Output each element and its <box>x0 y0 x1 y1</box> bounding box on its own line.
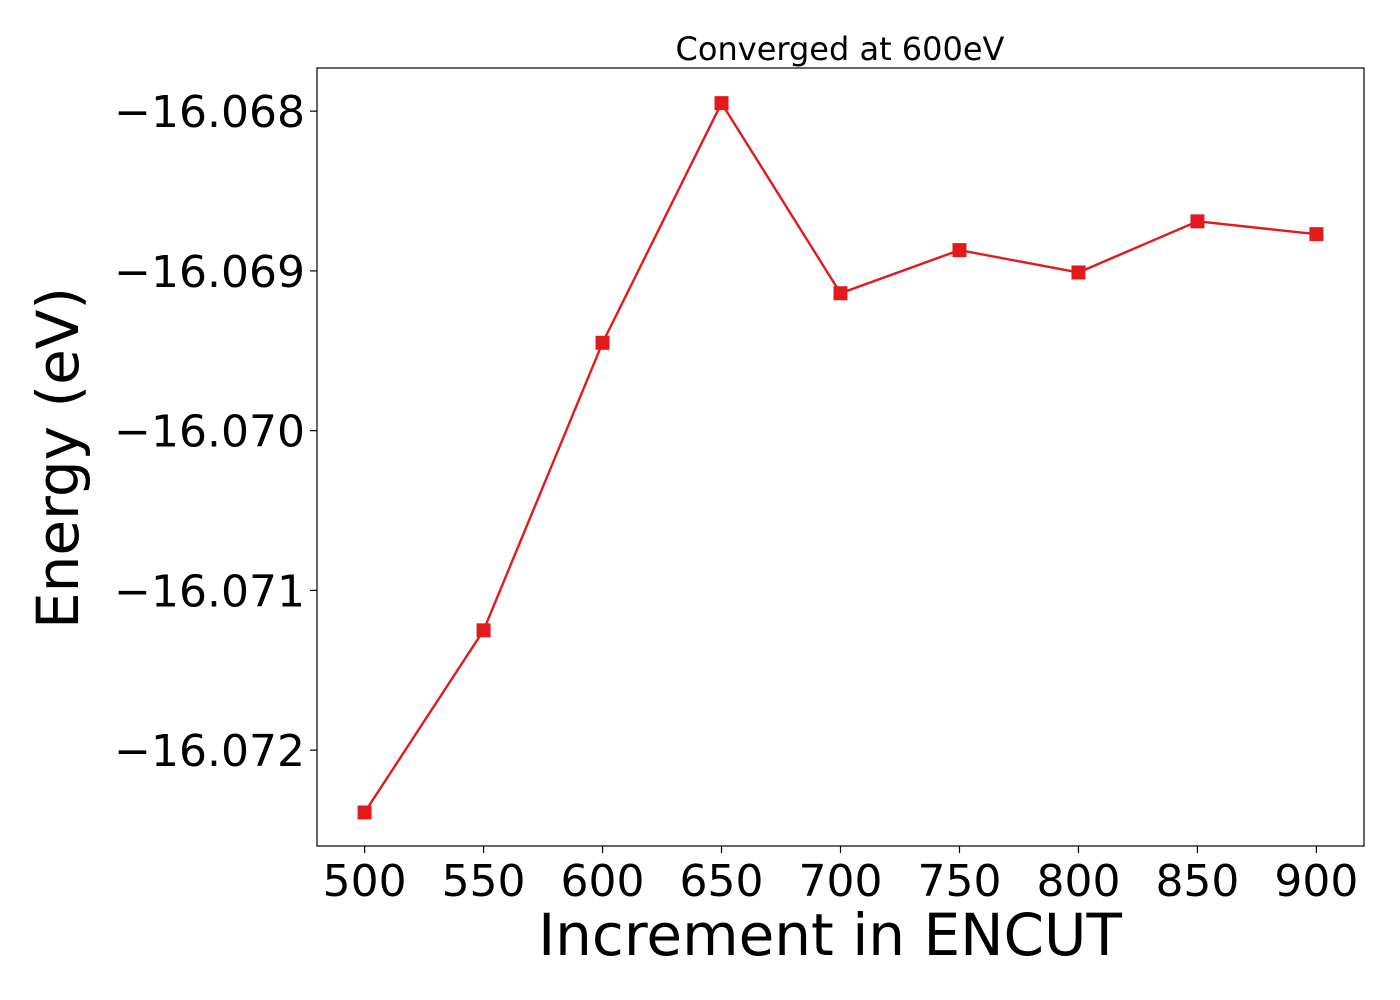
y-axis: −16.068 −16.069 −16.070 −16.071 −16.072 <box>114 87 317 777</box>
x-tick-label: 850 <box>1155 856 1239 907</box>
y-axis-label: Energy (eV) <box>24 287 92 629</box>
data-point <box>1071 265 1086 280</box>
x-axis: 500 550 600 650 700 750 800 850 900 <box>323 846 1358 907</box>
series-layer <box>357 96 1324 820</box>
x-tick-label: 800 <box>1036 856 1120 907</box>
data-point <box>833 286 848 301</box>
x-tick-label: 900 <box>1274 856 1358 907</box>
chart-title: Converged at 600eV <box>676 30 1005 68</box>
data-point <box>476 623 491 638</box>
y-tick-label: −16.071 <box>114 566 305 617</box>
y-tick-label: −16.072 <box>114 726 305 777</box>
x-tick-label: 500 <box>323 856 407 907</box>
data-point <box>1190 214 1205 229</box>
x-tick-label: 750 <box>917 856 1001 907</box>
data-point <box>952 243 967 258</box>
plot-background <box>317 68 1364 846</box>
y-tick-label: −16.069 <box>114 247 305 298</box>
data-point <box>714 96 729 111</box>
data-point <box>1309 227 1324 242</box>
y-tick-label: −16.070 <box>114 407 305 458</box>
x-tick-label: 600 <box>561 856 645 907</box>
x-axis-label: Increment in ENCUT <box>538 901 1122 969</box>
x-tick-label: 550 <box>442 856 526 907</box>
x-tick-label: 650 <box>680 856 764 907</box>
data-point <box>357 805 372 820</box>
data-point <box>595 335 610 350</box>
x-tick-label: 700 <box>799 856 883 907</box>
y-tick-label: −16.068 <box>114 87 305 138</box>
